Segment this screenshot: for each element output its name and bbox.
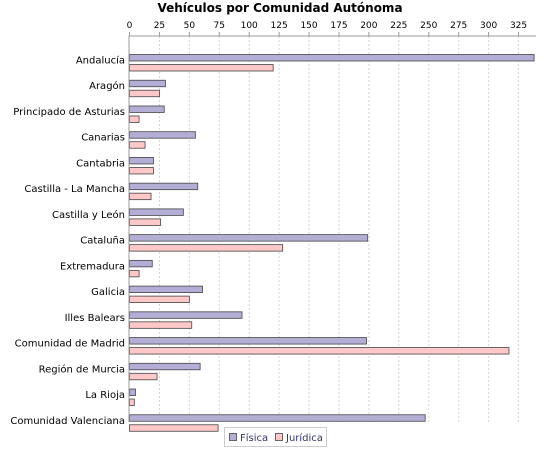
bar-fisica [129,157,154,165]
bar-fisica [129,105,165,113]
category-label: Aragón [89,80,125,92]
x-tick-label: 175 [330,21,347,31]
category-labels: Andalucía Aragón Principado de Asturias Can… [10,55,125,427]
bar-fisica [129,388,136,396]
bar-fisica [129,54,535,62]
x-tick-label: 50 [184,21,196,31]
x-tick-label: 225 [390,21,407,31]
bar-fisica [129,414,426,422]
bar-juridica [129,424,219,432]
x-axis-ticks: 0 25 50 75 100 125 150 175 200 225 250 275 300 325 [127,21,527,36]
bar-juridica [129,295,190,304]
bar-fisica [129,311,243,319]
grid-lines [158,36,520,422]
bar-fisica [129,337,367,345]
bar-juridica [129,192,152,201]
bar-juridica [129,347,510,355]
bar-juridica [129,167,154,175]
bar-juridica [129,115,140,123]
legend: Física Jurídica [224,427,327,447]
bar-juridica [129,269,140,278]
bar-fisica [129,182,199,191]
x-tick-label: 125 [271,21,288,31]
legend-label: Jurídica [285,432,323,444]
bar-juridica [129,244,284,252]
category-label: Extremadura [60,261,125,272]
bar-juridica [129,218,162,226]
bar-fisica [129,131,196,139]
bar-juridica [129,321,193,329]
x-tick-label: 325 [510,21,527,31]
bars [129,54,535,432]
x-tick-label: 250 [420,21,437,31]
category-label: Comunidad Valenciana [10,416,125,427]
category-label: Región de Murcia [39,363,125,375]
bar-fisica [129,362,201,371]
bar-juridica [129,64,274,72]
legend-swatch [275,433,283,441]
x-tick-label: 275 [450,21,467,31]
legend-label: Física [240,432,268,444]
x-tick-label: 100 [241,21,258,31]
x-tick-label: 300 [480,21,497,31]
bar-fisica [129,208,184,216]
legend-swatch [229,433,237,441]
category-label: Andalucía [76,55,125,67]
bar-juridica [129,398,135,406]
bar-fisica [129,234,369,242]
category-label: Galicia [91,287,125,298]
category-label: Canarias [81,133,125,144]
bar-juridica [129,372,158,381]
category-label: Cataluña [80,236,125,247]
category-label: Illes Balears [65,313,125,324]
bar-fisica [129,285,203,294]
x-tick-label: 0 [127,21,133,31]
category-label: Castilla - La Mancha [24,184,125,195]
x-tick-label: 150 [300,21,317,31]
chart-title: Vehículos por Comunidad Autónoma [157,1,402,15]
bar-fisica [129,79,166,88]
bar-juridica [129,89,160,98]
bar-juridica [129,141,146,149]
x-tick-label: 75 [214,21,225,31]
category-label: Comunidad de Madrid [15,339,125,350]
category-label: Castilla y León [52,209,125,221]
category-label: Cantabria [76,158,125,169]
category-label: Principado de Asturias [13,107,125,118]
category-label: La Rioja [85,390,125,401]
x-tick-label: 25 [154,21,165,31]
bar-fisica [129,259,153,268]
x-tick-label: 200 [360,21,377,31]
